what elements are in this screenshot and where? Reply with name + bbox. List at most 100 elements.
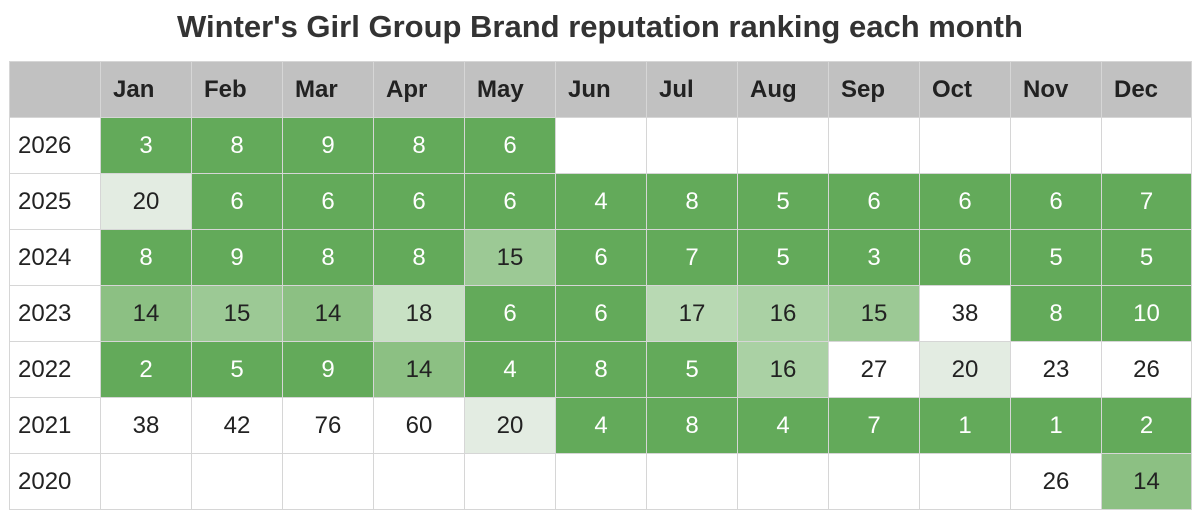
cell-2022-sep: 27 [828,341,920,398]
cell-2024-feb: 9 [191,229,283,286]
month-header-feb: Feb [191,61,283,118]
corner-cell [9,61,101,118]
cell-2023-oct: 38 [919,285,1011,342]
cell-2024-may: 15 [464,229,556,286]
cell-2023-dec: 10 [1101,285,1192,342]
cell-2025-feb: 6 [191,173,283,230]
row-2024: 2024 8 9 8 8 15 6 7 5 3 6 5 5 [9,229,1192,286]
month-header-jan: Jan [100,61,192,118]
cell-2020-jul [646,453,738,510]
row-2021: 2021 38 42 76 60 20 4 8 4 7 1 1 2 [9,397,1192,454]
cell-2023-jun: 6 [555,285,647,342]
month-header-jun: Jun [555,61,647,118]
cell-2025-jun: 4 [555,173,647,230]
cell-2024-apr: 8 [373,229,465,286]
month-header-apr: Apr [373,61,465,118]
cell-2025-nov: 6 [1010,173,1102,230]
cell-2022-mar: 9 [282,341,374,398]
cell-2026-jan: 3 [100,117,192,174]
cell-2025-apr: 6 [373,173,465,230]
cell-2021-may: 20 [464,397,556,454]
cell-2023-may: 6 [464,285,556,342]
cell-2023-nov: 8 [1010,285,1102,342]
cell-2024-oct: 6 [919,229,1011,286]
cell-2026-may: 6 [464,117,556,174]
cell-2022-jul: 5 [646,341,738,398]
cell-2020-aug [737,453,829,510]
cell-2021-jun: 4 [555,397,647,454]
cell-2026-jun [555,117,647,174]
cell-2022-jan: 2 [100,341,192,398]
cell-2023-jul: 17 [646,285,738,342]
cell-2020-jun [555,453,647,510]
month-header-oct: Oct [919,61,1011,118]
cell-2020-may [464,453,556,510]
month-header-dec: Dec [1101,61,1192,118]
header-row: Jan Feb Mar Apr May Jun Jul Aug Sep Oct Nov Dec [9,61,1192,118]
ranking-heatmap: Jan Feb Mar Apr May Jun Jul Aug Sep Oct Nov Dec 202… [9,61,1192,510]
cell-2022-aug: 16 [737,341,829,398]
month-header-jul: Jul [646,61,738,118]
cell-2020-nov: 26 [1010,453,1102,510]
row-2025: 2025 20 6 6 6 6 4 8 5 6 6 6 7 [9,173,1192,230]
cell-2022-oct: 20 [919,341,1011,398]
cell-2022-may: 4 [464,341,556,398]
cell-2025-oct: 6 [919,173,1011,230]
year-label-2025: 2025 [9,173,101,230]
cell-2021-jul: 8 [646,397,738,454]
cell-2024-nov: 5 [1010,229,1102,286]
cell-2021-jan: 38 [100,397,192,454]
cell-2024-dec: 5 [1101,229,1192,286]
cell-2023-mar: 14 [282,285,374,342]
year-label-2026: 2026 [9,117,101,174]
cell-2020-dec: 14 [1101,453,1192,510]
month-header-sep: Sep [828,61,920,118]
cell-2024-jul: 7 [646,229,738,286]
cell-2021-feb: 42 [191,397,283,454]
cell-2024-aug: 5 [737,229,829,286]
cell-2022-jun: 8 [555,341,647,398]
cell-2025-jul: 8 [646,173,738,230]
cell-2022-nov: 23 [1010,341,1102,398]
cell-2026-jul [646,117,738,174]
row-2020: 2020 26 14 [9,453,1192,510]
year-label-2023: 2023 [9,285,101,342]
cell-2025-jan: 20 [100,173,192,230]
month-header-nov: Nov [1010,61,1102,118]
cell-2021-oct: 1 [919,397,1011,454]
month-header-aug: Aug [737,61,829,118]
chart-title: Winter's Girl Group Brand reputation ran… [177,9,1023,44]
cell-2020-feb [191,453,283,510]
cell-2024-mar: 8 [282,229,374,286]
cell-2025-aug: 5 [737,173,829,230]
cell-2020-oct [919,453,1011,510]
cell-2026-oct [919,117,1011,174]
cell-2022-apr: 14 [373,341,465,398]
cell-2023-jan: 14 [100,285,192,342]
cell-2021-mar: 76 [282,397,374,454]
cell-2020-sep [828,453,920,510]
cell-2026-aug [737,117,829,174]
cell-2023-apr: 18 [373,285,465,342]
cell-2025-sep: 6 [828,173,920,230]
cell-2022-feb: 5 [191,341,283,398]
cell-2024-jan: 8 [100,229,192,286]
cell-2025-may: 6 [464,173,556,230]
month-header-may: May [464,61,556,118]
cell-2024-sep: 3 [828,229,920,286]
cell-2021-apr: 60 [373,397,465,454]
cell-2023-sep: 15 [828,285,920,342]
cell-2023-feb: 15 [191,285,283,342]
grid-body: 2026 3 8 9 8 6 2025 20 6 6 6 6 4 8 5 6 6 6 7 2024 8 9 8 8 15 6 7 5 3… [9,117,1192,510]
row-2023: 2023 14 15 14 18 6 6 17 16 15 38 8 10 [9,285,1192,342]
cell-2026-apr: 8 [373,117,465,174]
cell-2022-dec: 26 [1101,341,1192,398]
row-2026: 2026 3 8 9 8 6 [9,117,1192,174]
cell-2021-aug: 4 [737,397,829,454]
cell-2023-aug: 16 [737,285,829,342]
year-label-2022: 2022 [9,341,101,398]
cell-2024-jun: 6 [555,229,647,286]
cell-2026-dec [1101,117,1192,174]
cell-2025-mar: 6 [282,173,374,230]
cell-2021-nov: 1 [1010,397,1102,454]
